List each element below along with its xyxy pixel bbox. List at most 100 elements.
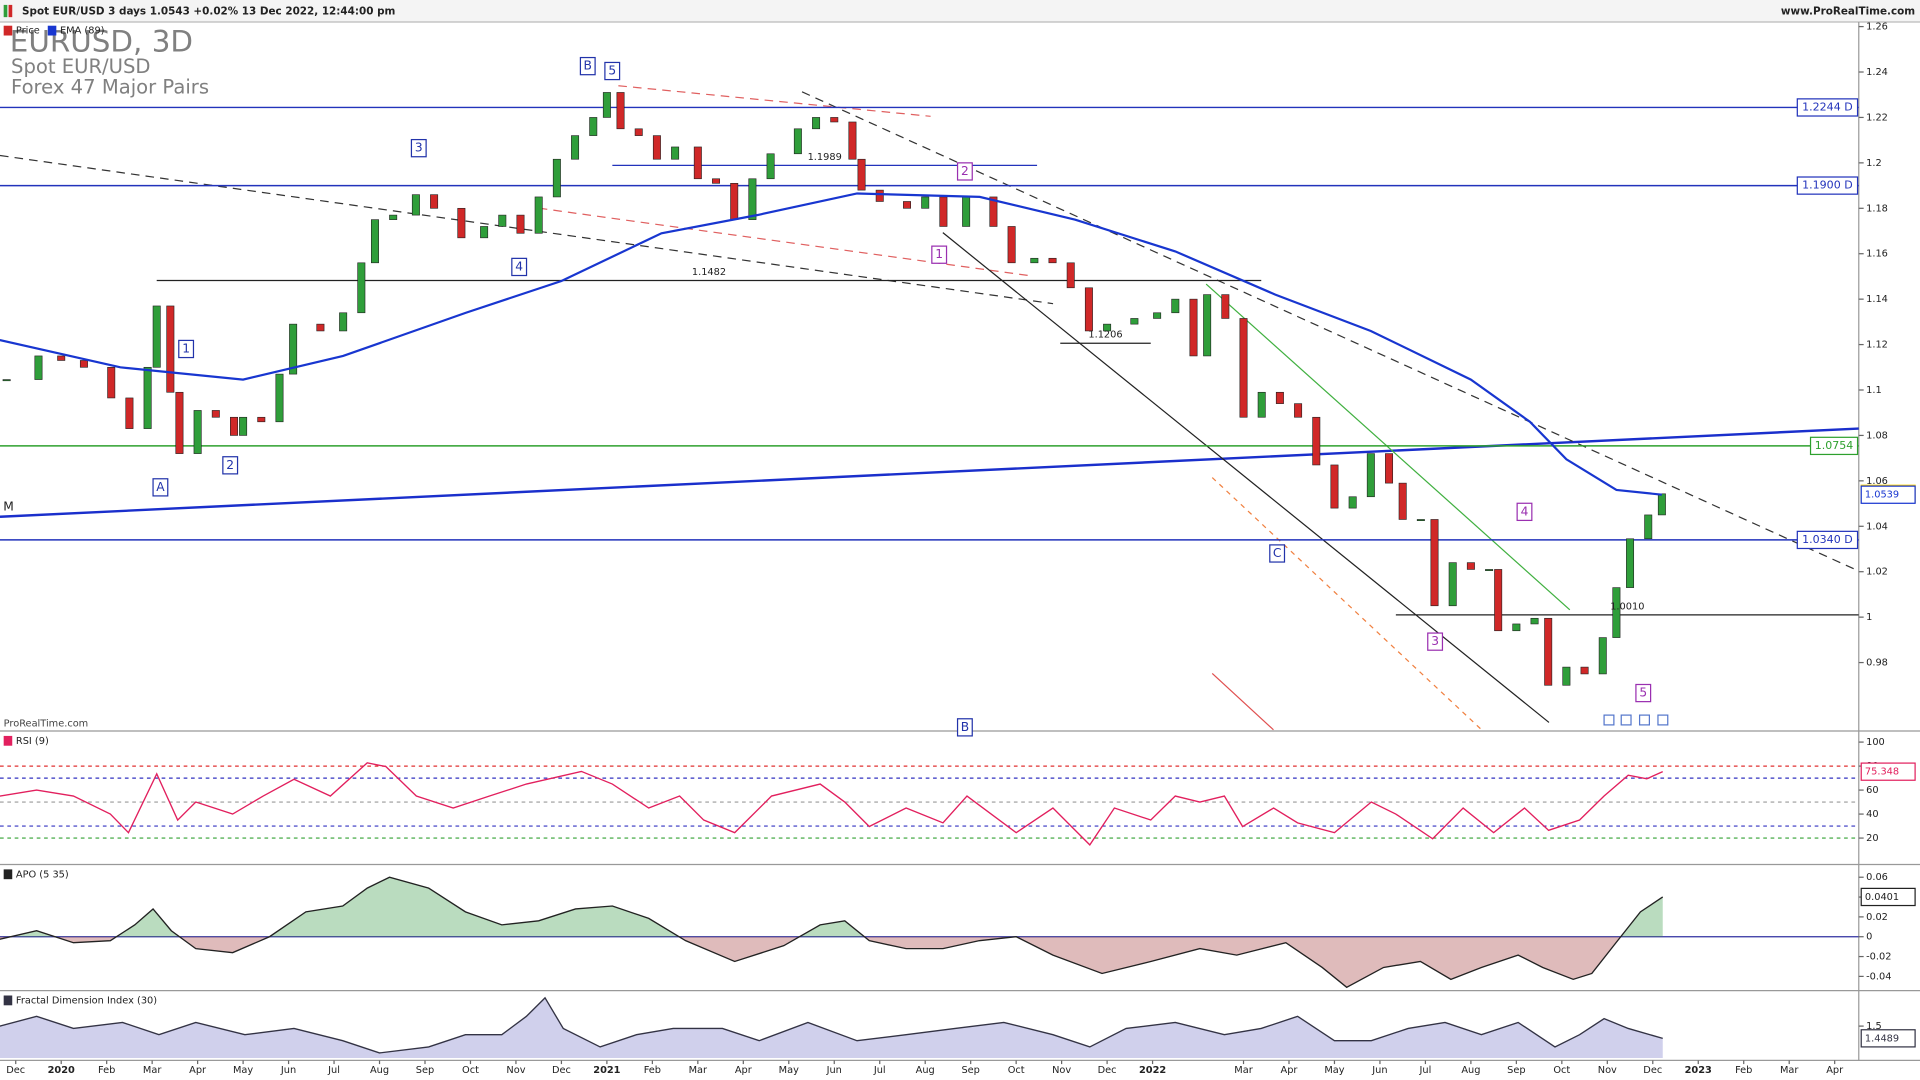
wave-label-box: [579, 56, 596, 76]
x-tick-label: Nov: [1052, 1065, 1071, 1076]
y-tick-label: 1.04: [1866, 521, 1888, 532]
candle: [1398, 482, 1407, 520]
wave-label: 2: [961, 164, 969, 178]
y-tick-label: 1.06: [1866, 476, 1888, 487]
market-name: Forex 47 Major Pairs: [11, 76, 209, 99]
x-tick-label: 2021: [593, 1065, 620, 1076]
candle: [1030, 257, 1039, 264]
y-tick-label: -0.02: [1866, 952, 1891, 963]
x-tick-label: Mar: [1780, 1065, 1799, 1076]
candle: [1657, 493, 1666, 516]
candle: [730, 183, 739, 220]
candle: [389, 214, 398, 220]
candle: [671, 146, 680, 160]
candle: [1485, 569, 1494, 571]
wave-label-box: [1269, 544, 1286, 563]
area-fill: [0, 997, 1663, 1058]
candle: [230, 416, 238, 436]
x-tick-label: Oct: [462, 1065, 479, 1076]
x-tick-label: Sep: [961, 1065, 979, 1076]
candle: [1580, 666, 1589, 675]
segment-label: 1.1206: [1088, 330, 1122, 341]
last-value-label: 75.348: [1865, 767, 1899, 778]
x-tick-label: Sep: [1507, 1065, 1525, 1076]
candle: [1294, 403, 1303, 418]
candle: [1221, 294, 1230, 319]
wave-label: A: [156, 480, 165, 494]
x-tick-label: Apr: [735, 1065, 753, 1076]
candle: [1275, 391, 1284, 404]
candle: [257, 416, 266, 423]
candle: [939, 196, 948, 227]
candle: [1048, 257, 1057, 264]
y-tick-label: 1.5: [1866, 1021, 1882, 1032]
x-tick-label: Dec: [1643, 1065, 1662, 1076]
event-icon[interactable]: [1638, 714, 1651, 726]
level-label: 1.0754: [1815, 439, 1854, 452]
y-tick-label: 0.06: [1866, 872, 1888, 883]
wave-label: 2: [226, 458, 234, 472]
header-bar: [0, 0, 1920, 23]
wave-label-box: [511, 257, 528, 277]
x-tick-label: 2023: [1685, 1065, 1712, 1076]
candle: [57, 355, 66, 361]
candle: [1203, 294, 1212, 357]
event-icon[interactable]: [1603, 714, 1615, 726]
segment-label: 1.1989: [808, 152, 842, 163]
y-tick-label: 1.2: [1866, 158, 1882, 169]
x-tick-label: Nov: [1598, 1065, 1617, 1076]
wave-label-box: [178, 339, 195, 359]
header-text: Spot EUR/USD 3 days 1.0543 +0.02% 13 Dec…: [22, 6, 395, 18]
candle: [1385, 453, 1394, 484]
candle: [1153, 312, 1162, 319]
candle: [152, 305, 161, 368]
y-tick-label: 1.18: [1866, 203, 1888, 214]
candle: [370, 219, 379, 264]
candle: [1189, 298, 1198, 357]
candle: [1348, 496, 1357, 509]
candle: [571, 135, 580, 160]
candle: [552, 158, 561, 198]
wave-label: M: [3, 499, 14, 513]
x-tick-label: Feb: [1735, 1065, 1752, 1076]
candle: [1544, 617, 1553, 686]
x-tick-label: Mar: [1234, 1065, 1253, 1076]
legend-swatch: [3, 25, 13, 36]
x-tick-label: May: [779, 1065, 799, 1076]
y-tick-label: 40: [1866, 809, 1878, 820]
candle: [125, 397, 134, 429]
watermark: ProRealTime.com: [4, 719, 89, 730]
y-tick-label: 1.12: [1866, 340, 1888, 351]
wave-label: B: [584, 59, 592, 73]
candle: [1494, 569, 1503, 632]
level-label-box: [1809, 436, 1859, 456]
event-icons: [1603, 714, 1669, 726]
candle: [534, 196, 543, 234]
candle: [634, 128, 643, 136]
wave-label: 5: [1639, 686, 1647, 700]
wave-label-box: [1516, 502, 1533, 522]
candle: [1171, 298, 1180, 314]
trendline: [0, 154, 1054, 305]
event-icon[interactable]: [1620, 714, 1632, 726]
level-label: 1.0340 D: [1802, 533, 1853, 546]
y-tick-label: 0.02: [1866, 912, 1888, 923]
y-tick-label: 1.26: [1866, 22, 1888, 33]
x-tick-label: Oct: [1553, 1065, 1570, 1076]
candle: [143, 366, 152, 429]
x-tick-label: Jul: [873, 1065, 886, 1076]
candle: [1312, 416, 1321, 466]
wave-label-box: [410, 138, 427, 158]
candle: [1562, 666, 1571, 686]
candle: [1416, 519, 1425, 521]
trendline: [0, 427, 1859, 518]
x-tick-label: Jun: [826, 1065, 842, 1076]
y-tick-label: 1.08: [1866, 430, 1888, 441]
candle: [1530, 617, 1539, 625]
y-tick-label: 60: [1866, 785, 1878, 796]
event-icon[interactable]: [1657, 714, 1669, 726]
level-label-box: [1796, 98, 1859, 117]
candle: [1512, 623, 1521, 632]
candle: [1257, 391, 1266, 418]
